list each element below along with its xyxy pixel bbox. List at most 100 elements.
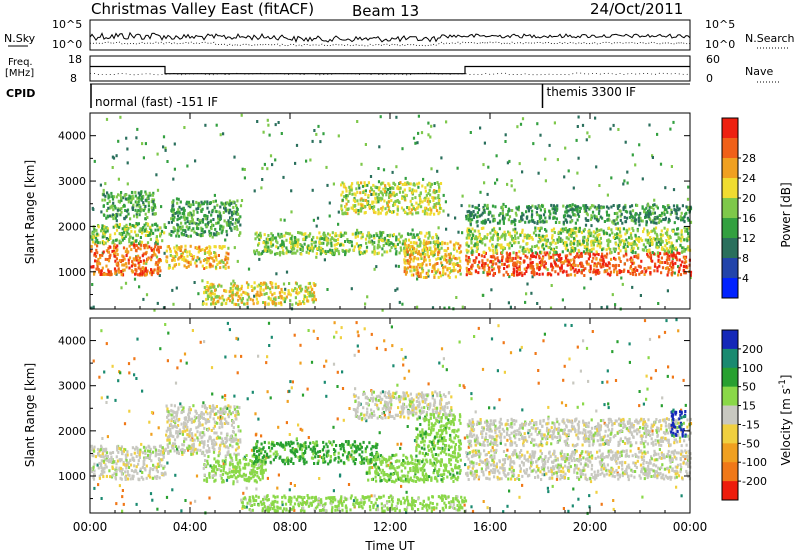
heatmap-cell [152, 231, 155, 235]
heatmap-cell [639, 211, 642, 215]
heatmap-cell [182, 228, 185, 232]
heatmap-cell [219, 214, 222, 218]
heatmap-cell [271, 293, 274, 297]
heatmap-cell [280, 132, 283, 135]
heatmap-cell [511, 219, 514, 223]
heatmap-cell [119, 208, 122, 212]
heatmap-cell [504, 233, 507, 237]
heatmap-cell [597, 204, 600, 208]
heatmap-cell [532, 270, 535, 274]
heatmap-cell [173, 142, 176, 146]
heatmap-cell [537, 227, 540, 230]
heatmap-cell [301, 232, 304, 236]
heatmap-cell [495, 249, 499, 253]
heatmap-cell [115, 154, 118, 158]
heatmap-cell [379, 115, 382, 119]
heatmap-cell [576, 125, 579, 128]
heatmap-cell [527, 431, 530, 435]
heatmap-cell [121, 238, 124, 242]
heatmap-cell [140, 269, 143, 273]
heatmap-cell [433, 273, 436, 277]
heatmap-cell [188, 226, 191, 230]
heatmap-cell [125, 254, 128, 257]
heatmap-cell [243, 168, 246, 171]
heatmap-cell [661, 240, 664, 244]
heatmap-cell [434, 269, 437, 273]
heatmap-cell [416, 141, 419, 145]
heatmap-cell [313, 241, 316, 245]
heatmap-cell [549, 241, 552, 245]
heatmap-cell [478, 239, 482, 243]
heatmap-cell [459, 250, 463, 254]
heatmap-cell [578, 254, 581, 258]
heatmap-cell [254, 433, 257, 437]
heatmap-cell [529, 257, 532, 261]
heatmap-cell [561, 227, 564, 231]
heatmap-cell [192, 255, 196, 258]
heatmap-cell [626, 258, 629, 262]
heatmap-cell [432, 199, 435, 202]
heatmap-cell [626, 181, 629, 185]
heatmap-cell [245, 505, 248, 509]
heatmap-cell [211, 392, 214, 396]
heatmap-cell [140, 442, 143, 446]
heatmap-cell [588, 232, 591, 236]
heatmap-cell [425, 211, 428, 215]
heatmap-cell [665, 247, 668, 251]
heatmap-cell [599, 264, 602, 268]
heatmap-cell [512, 263, 515, 266]
heatmap-cell [325, 449, 328, 453]
heatmap-cell [246, 285, 250, 289]
heatmap-cell [291, 244, 294, 248]
heatmap-cell [146, 216, 149, 219]
heatmap-cell [362, 204, 365, 208]
heatmap-cell [285, 251, 288, 255]
heatmap-cell [625, 253, 628, 257]
heatmap-cell [469, 221, 472, 225]
heatmap-cell [496, 243, 499, 246]
heatmap-cell [583, 227, 586, 231]
heatmap-cell [307, 292, 310, 295]
heatmap-cell [592, 243, 595, 247]
heatmap-cell [503, 370, 506, 374]
heatmap-cell [287, 250, 290, 254]
heatmap-cell [254, 412, 257, 416]
cpid-label: CPID [6, 87, 35, 100]
heatmap-cell [225, 478, 229, 482]
heatmap-cell [180, 245, 183, 249]
heatmap-cell [155, 240, 158, 244]
heatmap-cell [657, 237, 660, 241]
heatmap-cell [423, 255, 426, 259]
heatmap-cell [305, 250, 308, 254]
heatmap-cell [333, 243, 336, 247]
heatmap-cell [614, 266, 617, 270]
heatmap-cell [492, 233, 495, 237]
heatmap-cell [566, 254, 569, 258]
heatmap-cell [591, 210, 595, 214]
heatmap-cell [144, 204, 147, 208]
heatmap-cell [624, 247, 627, 251]
heatmap-cell [281, 251, 284, 255]
heatmap-cell [442, 268, 445, 272]
heatmap-cell [669, 264, 672, 268]
heatmap-cell [173, 246, 176, 250]
heatmap-cell [602, 229, 605, 233]
heatmap-cell [176, 218, 179, 222]
heatmap-cell [515, 253, 518, 257]
heatmap-cell [292, 251, 295, 255]
heatmap-cell [406, 266, 409, 270]
heatmap-cell [534, 251, 537, 255]
heatmap-cell [220, 201, 223, 205]
heatmap-cell [180, 215, 183, 219]
heatmap-cell [549, 306, 553, 310]
heatmap-cell [373, 249, 376, 252]
heatmap-cell [468, 268, 471, 271]
heatmap-cell [544, 236, 547, 240]
heatmap-cell [383, 339, 386, 343]
heatmap-cell [466, 210, 469, 214]
heatmap-cell [427, 202, 430, 206]
heatmap-cell [285, 295, 288, 299]
heatmap-cell [539, 226, 542, 230]
heatmap-cell [483, 208, 486, 212]
heatmap-cell [100, 229, 103, 233]
